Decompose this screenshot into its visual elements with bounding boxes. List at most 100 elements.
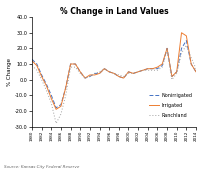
- Irrigated: [118, 75, 120, 77]
- Irrigated: [79, 71, 81, 73]
- Ranchland: [55, 122, 57, 124]
- Nonirrigated: [195, 71, 197, 73]
- Irrigated: [36, 64, 38, 67]
- Ranchland: [127, 72, 130, 74]
- Nonirrigated: [69, 63, 72, 65]
- Ranchland: [147, 69, 149, 71]
- Ranchland: [137, 71, 139, 73]
- Ranchland: [166, 49, 168, 51]
- Ranchland: [84, 77, 86, 79]
- Nonirrigated: [98, 72, 101, 74]
- Nonirrigated: [142, 69, 144, 71]
- Nonirrigated: [103, 68, 106, 70]
- Nonirrigated: [79, 71, 81, 73]
- Irrigated: [103, 68, 106, 70]
- Y-axis label: % Change: % Change: [7, 58, 12, 86]
- Title: % Change in Land Values: % Change in Land Values: [60, 7, 168, 16]
- Nonirrigated: [156, 68, 159, 70]
- Nonirrigated: [132, 72, 134, 74]
- Nonirrigated: [50, 94, 52, 96]
- Nonirrigated: [176, 71, 178, 73]
- Ranchland: [132, 72, 134, 74]
- Ranchland: [60, 113, 62, 115]
- Irrigated: [161, 63, 163, 65]
- Nonirrigated: [113, 72, 115, 74]
- Irrigated: [127, 71, 130, 73]
- Line: Irrigated: Irrigated: [32, 33, 196, 109]
- Irrigated: [147, 68, 149, 70]
- Ranchland: [50, 102, 52, 104]
- Ranchland: [103, 68, 106, 70]
- Irrigated: [151, 68, 154, 70]
- Ranchland: [98, 71, 101, 73]
- Ranchland: [65, 94, 67, 96]
- Irrigated: [137, 71, 139, 73]
- Nonirrigated: [45, 83, 48, 85]
- Ranchland: [118, 74, 120, 76]
- Ranchland: [151, 69, 154, 71]
- Ranchland: [195, 68, 197, 70]
- Irrigated: [94, 74, 96, 76]
- Irrigated: [69, 63, 72, 65]
- Irrigated: [180, 32, 183, 34]
- Nonirrigated: [89, 75, 91, 77]
- Ranchland: [89, 75, 91, 77]
- Nonirrigated: [122, 77, 125, 79]
- Ranchland: [31, 64, 33, 67]
- Ranchland: [113, 72, 115, 74]
- Ranchland: [69, 66, 72, 68]
- Irrigated: [45, 85, 48, 87]
- Nonirrigated: [161, 64, 163, 67]
- Irrigated: [60, 105, 62, 107]
- Nonirrigated: [60, 104, 62, 106]
- Irrigated: [74, 63, 77, 65]
- Line: Nonirrigated: Nonirrigated: [32, 41, 196, 108]
- Nonirrigated: [166, 47, 168, 49]
- Irrigated: [132, 72, 134, 74]
- Ranchland: [40, 79, 43, 81]
- Nonirrigated: [185, 40, 188, 42]
- Irrigated: [195, 71, 197, 73]
- Nonirrigated: [171, 75, 173, 77]
- Ranchland: [161, 66, 163, 68]
- Nonirrigated: [40, 74, 43, 76]
- Nonirrigated: [31, 58, 33, 60]
- Nonirrigated: [65, 86, 67, 88]
- Nonirrigated: [108, 71, 110, 73]
- Irrigated: [113, 72, 115, 74]
- Irrigated: [65, 86, 67, 88]
- Nonirrigated: [55, 107, 57, 109]
- Irrigated: [89, 74, 91, 76]
- Ranchland: [171, 79, 173, 81]
- Text: Source: Kansas City Federal Reserve: Source: Kansas City Federal Reserve: [4, 165, 79, 169]
- Irrigated: [185, 35, 188, 37]
- Irrigated: [166, 47, 168, 49]
- Nonirrigated: [74, 63, 77, 65]
- Nonirrigated: [190, 63, 192, 65]
- Legend: Nonirrigated, Irrigated, Ranchland: Nonirrigated, Irrigated, Ranchland: [148, 92, 194, 119]
- Irrigated: [98, 72, 101, 74]
- Irrigated: [55, 108, 57, 110]
- Ranchland: [94, 72, 96, 74]
- Ranchland: [108, 71, 110, 73]
- Ranchland: [185, 44, 188, 46]
- Irrigated: [50, 97, 52, 99]
- Nonirrigated: [151, 68, 154, 70]
- Irrigated: [190, 63, 192, 65]
- Irrigated: [176, 71, 178, 73]
- Irrigated: [40, 75, 43, 77]
- Irrigated: [142, 69, 144, 71]
- Nonirrigated: [118, 75, 120, 77]
- Nonirrigated: [147, 68, 149, 70]
- Irrigated: [84, 77, 86, 79]
- Ranchland: [190, 57, 192, 59]
- Ranchland: [122, 75, 125, 77]
- Ranchland: [142, 69, 144, 71]
- Line: Ranchland: Ranchland: [32, 45, 196, 123]
- Irrigated: [31, 60, 33, 62]
- Ranchland: [36, 69, 38, 71]
- Nonirrigated: [180, 47, 183, 49]
- Nonirrigated: [94, 72, 96, 74]
- Irrigated: [171, 75, 173, 77]
- Nonirrigated: [36, 63, 38, 65]
